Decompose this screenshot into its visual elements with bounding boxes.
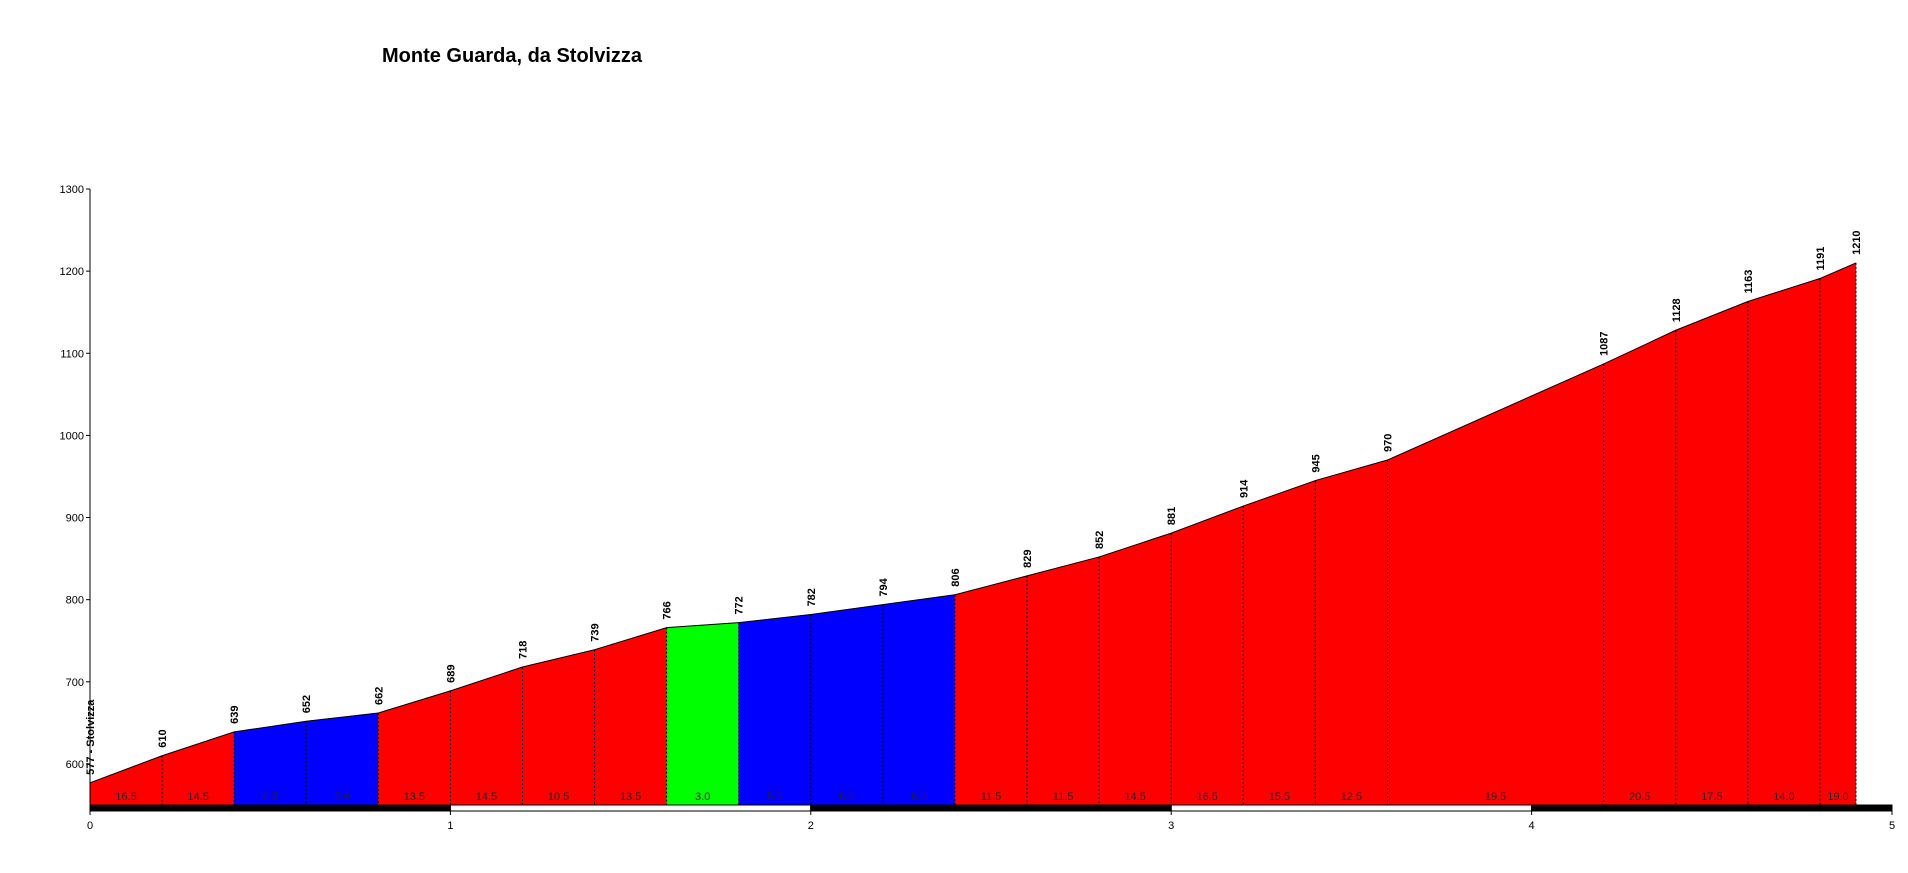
profile-segment: [666, 622, 739, 806]
segment-label: 12.5: [1341, 791, 1362, 803]
profile-segment: [1170, 505, 1244, 806]
point-label: 945: [1310, 454, 1322, 472]
segment-label: 10.5: [548, 791, 569, 803]
point-label: 852: [1094, 531, 1106, 549]
profile-segment: [1243, 480, 1316, 806]
y-tick-label: 1100: [60, 348, 84, 360]
x-tick-label: 5: [1889, 820, 1895, 832]
x-tick-label: 3: [1168, 820, 1174, 832]
profile-segment: [522, 649, 595, 806]
segment-label: 6.5: [263, 791, 278, 803]
point-label: 1163: [1743, 270, 1755, 294]
segment-label: 16.5: [1197, 791, 1218, 803]
point-label: 1087: [1599, 331, 1611, 355]
km-bar: [810, 804, 1172, 812]
x-tick-label: 1: [447, 820, 453, 832]
segment-label: 6.0: [839, 791, 854, 803]
segment-label: 15.5: [1269, 791, 1290, 803]
y-tick-label: 800: [66, 595, 84, 607]
profile-segment: [810, 604, 884, 806]
profile-segment: [594, 627, 667, 806]
x-tick-label: 4: [1529, 820, 1535, 832]
profile-segment: [1819, 262, 1857, 806]
segment-label: 14.5: [187, 791, 208, 803]
point-label: 1128: [1671, 298, 1683, 322]
y-tick-label: 1000: [60, 430, 84, 442]
point-label: 739: [590, 623, 602, 641]
profile-segment: [378, 690, 451, 806]
y-tick-label: 700: [66, 677, 84, 689]
segment-label: 20.5: [1629, 791, 1650, 803]
chart-title: Monte Guarda, da Stolvizza: [382, 45, 643, 67]
segment-label: 11.5: [981, 791, 1002, 803]
point-label: 782: [806, 588, 818, 606]
x-tick-label: 2: [808, 820, 814, 832]
km-bar: [1531, 804, 1893, 812]
segment-label: 19.5: [1485, 791, 1506, 803]
profile-segment: [1315, 459, 1388, 806]
profile-segment: [1675, 301, 1749, 806]
point-label: 610: [157, 729, 169, 747]
y-tick-label: 600: [66, 759, 84, 771]
point-label: 577 - Stolvizza: [85, 699, 97, 775]
segment-label: 17.5: [1701, 791, 1722, 803]
point-label: 794: [878, 577, 890, 596]
km-bar: [449, 804, 812, 812]
point-label: 718: [517, 641, 529, 659]
profile-segment: [1747, 278, 1821, 806]
segment-label: 3.0: [695, 791, 710, 803]
point-label: 639: [229, 706, 241, 724]
segment-label: 5.0: [335, 791, 350, 803]
segment-label: 14.0: [1773, 791, 1794, 803]
profile-line: [89, 262, 1857, 784]
profile-segment: [954, 575, 1028, 806]
segment-label: 13.5: [620, 791, 641, 803]
x-tick-label: 0: [87, 820, 93, 832]
y-tick-label: 1200: [60, 266, 84, 278]
profile-segment: [1026, 556, 1100, 806]
point-label: 772: [734, 596, 746, 614]
segment-label: 11.5: [1053, 791, 1074, 803]
segment-label: 14.5: [1124, 791, 1145, 803]
segment-label: 16.5: [115, 791, 136, 803]
segment-label: 14.5: [476, 791, 497, 803]
segment-label: 6.0: [911, 791, 926, 803]
profile-segment: [1603, 329, 1677, 806]
point-label: 829: [1022, 549, 1034, 567]
segment-label: 13.5: [404, 791, 425, 803]
y-tick-label: 1300: [60, 184, 84, 196]
point-label: 1210: [1851, 230, 1863, 254]
segment-label: 19.0: [1827, 791, 1848, 803]
km-bar: [89, 804, 451, 812]
point-label: 970: [1382, 434, 1394, 452]
y-tick-label: 900: [66, 513, 84, 525]
point-label: 806: [950, 568, 962, 586]
profile-segment: [1098, 532, 1172, 806]
profile-segment: [1387, 363, 1604, 806]
segment-label: 5.0: [767, 791, 782, 803]
point-label: 1191: [1815, 247, 1827, 271]
point-label: 881: [1166, 507, 1178, 525]
point-label: 662: [373, 687, 385, 705]
point-label: 652: [301, 695, 313, 713]
km-bar: [1170, 804, 1533, 812]
point-label: 766: [662, 601, 674, 619]
profile-segment: [738, 614, 812, 806]
point-label: 689: [445, 664, 457, 682]
point-label: 914: [1238, 479, 1250, 498]
profile-segment: [882, 594, 956, 806]
